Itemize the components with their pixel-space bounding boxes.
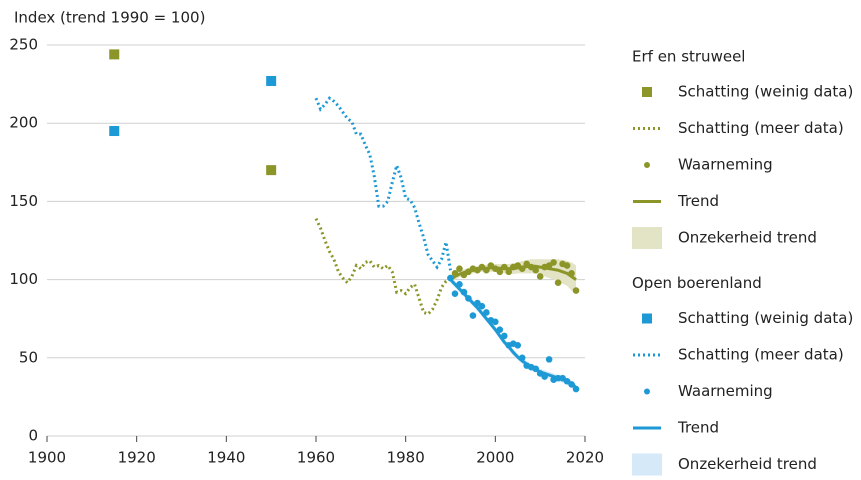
x-tick-label: 1960 — [297, 449, 335, 467]
estimate-line — [314, 217, 452, 316]
legend-label: Onzekerheid trend — [678, 229, 817, 247]
estimate-square — [266, 75, 277, 86]
observation — [563, 262, 571, 269]
legend-label: Onzekerheid trend — [678, 455, 817, 473]
legend-label: Waarneming — [678, 382, 773, 400]
estimate-square — [109, 126, 120, 137]
observation — [532, 266, 539, 274]
x-tick-label: 2020 — [566, 449, 604, 467]
y-tick-label: 250 — [9, 36, 38, 54]
observation — [492, 318, 499, 326]
legend-label: Schatting (meer data) — [678, 119, 844, 137]
legend-label: Trend — [677, 419, 719, 437]
observation — [451, 290, 459, 297]
legend-label: Schatting (weinig data) — [678, 309, 853, 327]
trend-line — [449, 278, 578, 389]
observation — [469, 312, 477, 319]
y-tick-label: 200 — [9, 114, 38, 132]
legend-symbol — [632, 453, 662, 476]
x-tick-label: 2000 — [476, 449, 514, 467]
observation — [536, 273, 544, 280]
estimate-square — [266, 165, 277, 176]
trend-line — [449, 264, 577, 281]
observation — [554, 279, 562, 287]
y-tick-label: 100 — [9, 270, 38, 288]
legend-label: Waarneming — [678, 156, 773, 174]
legend-symbol — [642, 87, 652, 97]
y-tick-label: 50 — [19, 348, 38, 366]
legend-symbol — [644, 162, 650, 168]
y-axis-title: Index (trend 1990 = 100) — [14, 9, 205, 27]
legend-symbol — [632, 227, 662, 249]
observation — [456, 265, 463, 272]
legend-label: Schatting (weinig data) — [678, 83, 853, 101]
y-tick-label: 150 — [9, 192, 38, 210]
legend-symbol — [644, 388, 650, 395]
observation — [514, 341, 522, 349]
observation — [550, 259, 557, 266]
observation — [545, 356, 553, 363]
legend-group-title: Erf en struweel — [632, 48, 745, 66]
uncertainty-band — [450, 276, 577, 391]
observation — [496, 268, 504, 276]
x-tick-label: 1900 — [28, 449, 66, 467]
observation — [478, 302, 486, 310]
x-tick-label: 1980 — [387, 449, 425, 467]
legend-label: Trend — [677, 192, 719, 210]
legend-symbol — [642, 313, 652, 324]
legend-group-title: Open boerenland — [632, 274, 762, 292]
legend-label: Schatting (meer data) — [678, 346, 844, 364]
observation — [572, 287, 580, 294]
y-tick-label: 0 — [28, 427, 38, 445]
observation — [483, 309, 490, 316]
x-tick-label: 1920 — [118, 449, 156, 467]
estimate-line — [314, 96, 452, 271]
x-tick-label: 1940 — [207, 449, 245, 467]
estimate-square — [109, 49, 120, 60]
